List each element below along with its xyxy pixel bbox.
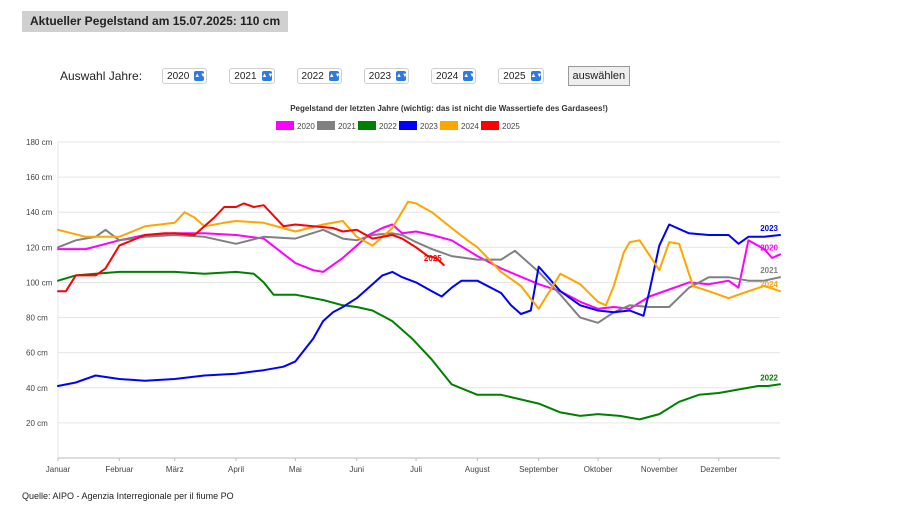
- series-line-2021: [57, 228, 781, 324]
- y-tick-label: 40 cm: [26, 384, 48, 393]
- series-line-2024: [57, 200, 781, 310]
- year-selection-form: Auswahl Jahre: 2020 ▲▼ 2021 ▲▼ 2022 ▲▼ 2023…: [60, 66, 631, 86]
- legend-label-2022: 2022: [379, 122, 397, 131]
- series-end-label-2022: 2022: [760, 373, 778, 382]
- x-tick-label-september: September: [519, 465, 558, 474]
- series-end-label-2020: 2020: [760, 243, 778, 252]
- year-select-value: 2021: [234, 70, 257, 82]
- legend-label-2024: 2024: [461, 122, 479, 131]
- x-tick-label-dezember: Dezember: [700, 465, 737, 474]
- legend-label-2021: 2021: [338, 122, 356, 131]
- legend-swatch-2025: [481, 121, 499, 130]
- y-tick-label: 140 cm: [26, 208, 53, 217]
- x-tick-label-januar: Januar: [46, 465, 71, 474]
- legend-swatch-2024: [440, 121, 458, 130]
- series-end-label-2021: 2021: [760, 266, 778, 275]
- x-tick-label-februar: Februar: [105, 465, 133, 474]
- x-tick-label-juni: Juni: [349, 465, 364, 474]
- series-end-label-2025: 2025: [424, 254, 442, 263]
- year-select-value: 2025: [503, 70, 526, 82]
- series-line-2023: [57, 223, 781, 387]
- year-select-2024[interactable]: 2024 ▲▼: [431, 68, 477, 84]
- legend-label-2025: 2025: [502, 122, 520, 131]
- updown-arrows-icon: ▲▼: [530, 71, 542, 81]
- year-select-value: 2020: [167, 70, 190, 82]
- series-line-2020: [57, 223, 781, 310]
- updown-arrows-icon: ▲▼: [194, 71, 206, 81]
- x-tick-label-juli: Juli: [410, 465, 422, 474]
- year-select-2023[interactable]: 2023 ▲▼: [363, 68, 410, 84]
- updown-arrows-icon: ▲▼: [463, 71, 475, 81]
- x-tick-label-april: April: [228, 465, 244, 474]
- updown-arrows-icon: ▲▼: [328, 71, 341, 81]
- x-tick-label-oktober: Oktober: [584, 465, 613, 474]
- y-tick-label: 160 cm: [26, 173, 53, 182]
- current-level-headline: Aktueller Pegelstand am 15.07.2025: 110 …: [22, 11, 289, 32]
- year-select-2022[interactable]: 2022 ▲▼: [296, 68, 342, 84]
- legend-label-2020: 2020: [297, 122, 315, 131]
- y-tick-label: 100 cm: [26, 278, 53, 287]
- series-end-label-2023: 2023: [760, 224, 778, 233]
- y-tick-label: 120 cm: [26, 243, 53, 252]
- updown-arrows-icon: ▲▼: [261, 71, 273, 81]
- year-select-value: 2022: [301, 70, 324, 82]
- year-select-2025[interactable]: 2025 ▲▼: [498, 68, 544, 84]
- data-source-note: Quelle: AIPO - Agenzia Interregionale pe…: [22, 491, 234, 501]
- year-select-value: 2023: [368, 70, 392, 82]
- select-years-button[interactable]: auswählen: [567, 66, 631, 86]
- x-tick-label-november: November: [641, 465, 678, 474]
- year-select-2020[interactable]: 2020 ▲▼: [162, 68, 208, 84]
- series-line-2025: [57, 202, 445, 293]
- water-level-chart: Pegelstand der letzten Jahre (wichtig: d…: [26, 104, 781, 474]
- y-tick-label: 60 cm: [26, 349, 48, 358]
- series-line-2022: [57, 270, 781, 421]
- x-tick-label-märz: März: [166, 465, 184, 474]
- legend-swatch-2020: [276, 121, 294, 130]
- legend-label-2023: 2023: [420, 122, 438, 131]
- y-tick-label: 180 cm: [26, 138, 53, 147]
- legend-swatch-2022: [358, 121, 376, 130]
- legend-swatch-2023: [399, 121, 417, 130]
- x-tick-label-august: August: [465, 465, 491, 474]
- x-tick-label-mai: Mai: [289, 465, 302, 474]
- y-tick-label: 80 cm: [26, 314, 48, 323]
- chart-title: Pegelstand der letzten Jahre (wichtig: d…: [290, 104, 608, 113]
- year-selection-label: Auswahl Jahre:: [60, 69, 143, 83]
- y-tick-label: 20 cm: [26, 419, 48, 428]
- year-select-value: 2024: [436, 70, 459, 82]
- legend-swatch-2021: [317, 121, 335, 130]
- series-end-label-2024: 2024: [760, 280, 778, 289]
- updown-arrows-icon: ▲▼: [396, 71, 408, 81]
- year-select-2021[interactable]: 2021 ▲▼: [229, 68, 275, 84]
